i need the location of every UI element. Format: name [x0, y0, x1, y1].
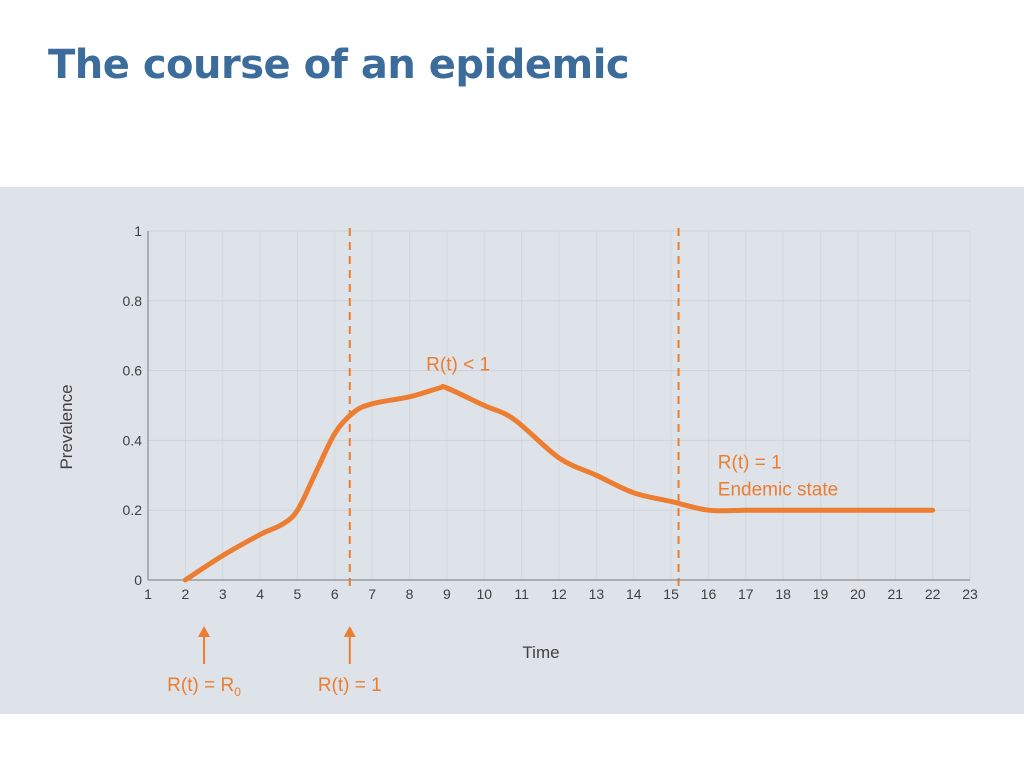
marker-label: R(t) = 1: [318, 675, 382, 696]
x-tick-label: 6: [331, 586, 339, 602]
x-tick-label: 23: [962, 586, 978, 602]
axes: [147, 231, 970, 581]
x-tick-label: 8: [406, 586, 414, 602]
y-tick-label: 1: [134, 223, 142, 239]
x-tick-label: 4: [256, 586, 264, 602]
y-axis-label: Prevalence: [57, 384, 76, 469]
phase-marker: R(t) = 1: [318, 626, 382, 696]
x-tick-label: 17: [738, 586, 754, 602]
x-tick-label: 16: [701, 586, 717, 602]
phase-dividers: [348, 228, 680, 592]
x-tick-label: 1: [144, 586, 152, 602]
annotations: R(t) < 1 R(t) = 1 Endemic state: [426, 355, 838, 501]
y-tick-label: 0.8: [123, 293, 143, 309]
prevalence-curve: [182, 383, 936, 583]
phase-markers: R(t) = R0 R(t) = 1: [167, 626, 382, 699]
prevalence-chart: 00.20.40.60.81 1 2 3 4 5 6 7 8 9 10 11 12 13 14 15 16 17…: [57, 223, 978, 699]
x-axis-label: Time: [522, 643, 559, 662]
x-tick-label: 21: [887, 586, 903, 602]
x-tick-label: 7: [368, 586, 376, 602]
x-tick-label: 20: [850, 586, 866, 602]
x-tick-label: 2: [181, 586, 189, 602]
x-tick-label: 18: [775, 586, 791, 602]
slide-title: The course of an epidemic: [48, 42, 630, 88]
annotation-label: R(t) = 1: [718, 452, 782, 473]
x-tick-label: 15: [663, 586, 679, 602]
x-tick-label: 12: [551, 586, 567, 602]
x-tick-label: 10: [476, 586, 492, 602]
x-tick-label: 14: [626, 586, 642, 602]
y-tick-labels: 0 0.2 0.4 0.6 0.8 1: [123, 223, 143, 588]
marker-arrow-head: [198, 626, 211, 637]
y-tick-label: 0.6: [123, 363, 143, 379]
x-tick-labels: 1 2 3 4 5 6 7 8 9 10 11 12 13 14 15 16 17 18 19 20 21 22 23: [144, 586, 978, 602]
chart-panel: 0 0.2 0.4 0.6 0.8 1 1 2 3 4 5 6 7 8 9 10 11 12 13 14 15 16 17…: [0, 187, 1024, 714]
x-tick-label: 5: [294, 586, 302, 602]
y-tick-label: 0: [134, 572, 142, 588]
x-tick-label: 3: [219, 586, 227, 602]
x-tick-label: 19: [813, 586, 829, 602]
phase-marker: R(t) = R0: [167, 626, 241, 699]
marker-arrow-head: [343, 626, 356, 637]
annotation-label: R(t) < 1: [426, 355, 490, 376]
x-tick-label: 11: [514, 586, 529, 602]
y-tick-label: 0.2: [123, 502, 143, 518]
annotation-label: Endemic state: [718, 479, 838, 500]
marker-label: R(t) = R0: [167, 675, 241, 699]
x-tick-label: 22: [925, 586, 941, 602]
x-tick-label: 13: [589, 586, 605, 602]
x-tick-label: 9: [443, 586, 451, 602]
y-tick-label: 0.4: [123, 432, 143, 448]
